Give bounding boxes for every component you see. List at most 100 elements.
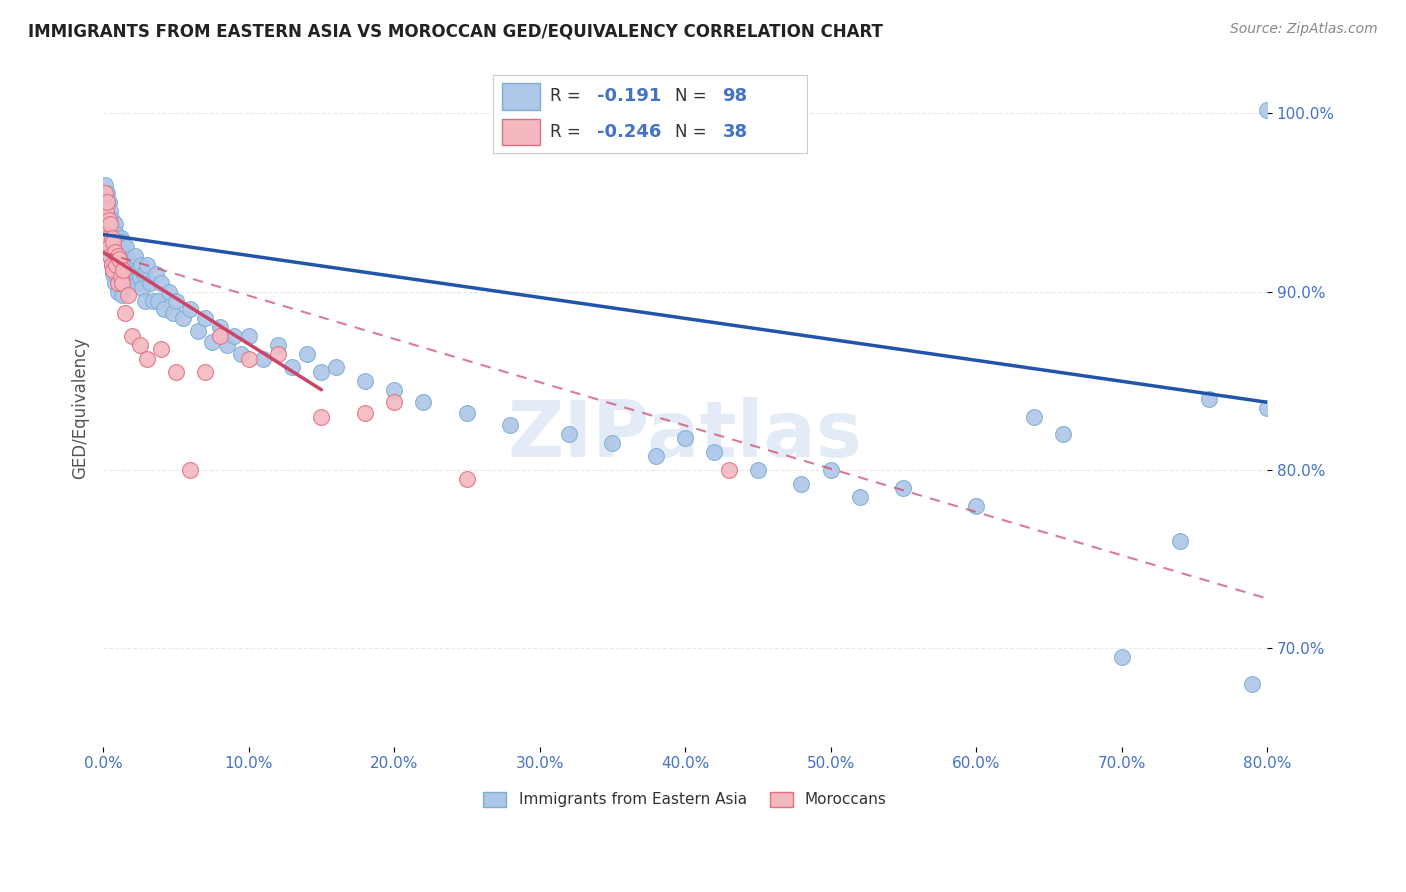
Point: [295, 347, 318, 361]
Point: [101, 258, 124, 272]
Point: [1111, 650, 1133, 665]
Point: [93, 186, 115, 201]
Point: [94, 213, 117, 227]
Point: [703, 445, 725, 459]
Point: [138, 276, 160, 290]
Point: [267, 338, 290, 352]
Point: [382, 395, 405, 409]
Point: [790, 477, 813, 491]
Point: [110, 231, 132, 245]
Point: [412, 395, 434, 409]
Point: [165, 365, 187, 379]
Point: [118, 263, 141, 277]
Point: [107, 235, 129, 249]
Point: [111, 288, 134, 302]
Point: [121, 258, 143, 272]
Point: [96, 231, 118, 245]
Point: [127, 263, 149, 277]
Point: [135, 258, 157, 272]
Point: [747, 463, 769, 477]
Point: [108, 252, 131, 267]
Point: [94, 222, 117, 236]
Point: [103, 222, 125, 236]
Point: [128, 338, 150, 352]
Point: [131, 281, 153, 295]
Point: [965, 499, 987, 513]
Point: [101, 231, 124, 245]
Point: [101, 231, 124, 245]
Point: [238, 329, 260, 343]
Point: [252, 352, 274, 367]
Point: [1256, 401, 1278, 415]
Point: [105, 258, 128, 272]
Point: [325, 359, 347, 374]
Text: IMMIGRANTS FROM EASTERN ASIA VS MOROCCAN GED/EQUIVALENCY CORRELATION CHART: IMMIGRANTS FROM EASTERN ASIA VS MOROCCAN…: [28, 22, 883, 40]
Point: [108, 267, 131, 281]
Point: [103, 235, 125, 249]
Point: [101, 213, 124, 227]
Point: [101, 258, 124, 272]
Point: [208, 329, 231, 343]
Point: [94, 204, 117, 219]
Point: [132, 267, 155, 281]
Point: [354, 374, 377, 388]
Point: [194, 365, 217, 379]
Point: [201, 334, 224, 349]
Point: [103, 240, 125, 254]
Point: [125, 276, 148, 290]
Point: [499, 418, 522, 433]
Point: [172, 311, 194, 326]
Y-axis label: GED/Equivalency: GED/Equivalency: [72, 336, 89, 479]
Point: [1256, 103, 1278, 117]
Point: [120, 276, 142, 290]
Point: [100, 249, 122, 263]
Point: [1168, 534, 1191, 549]
Point: [112, 267, 135, 281]
Point: [108, 240, 131, 254]
Point: [673, 431, 696, 445]
Point: [150, 276, 173, 290]
Point: [311, 409, 333, 424]
Point: [115, 267, 138, 281]
Point: [148, 293, 170, 308]
Point: [717, 463, 740, 477]
Point: [267, 347, 290, 361]
Point: [135, 352, 157, 367]
Point: [96, 222, 118, 236]
Text: Source: ZipAtlas.com: Source: ZipAtlas.com: [1230, 22, 1378, 37]
Point: [122, 270, 145, 285]
Point: [150, 342, 173, 356]
Point: [456, 406, 478, 420]
Point: [114, 276, 136, 290]
Point: [100, 204, 122, 219]
Point: [179, 302, 201, 317]
Point: [104, 276, 127, 290]
Point: [128, 270, 150, 285]
Point: [222, 329, 245, 343]
Point: [354, 406, 377, 420]
Point: [104, 249, 127, 263]
Point: [115, 240, 138, 254]
Point: [165, 293, 187, 308]
Point: [456, 472, 478, 486]
Point: [111, 276, 134, 290]
Point: [231, 347, 253, 361]
Point: [111, 263, 134, 277]
Point: [103, 267, 125, 281]
Text: ZIPatlas: ZIPatlas: [508, 397, 863, 473]
Point: [157, 285, 180, 299]
Point: [105, 258, 128, 272]
Point: [1052, 427, 1074, 442]
Point: [97, 240, 120, 254]
Point: [107, 276, 129, 290]
Point: [557, 427, 579, 442]
Legend: Immigrants from Eastern Asia, Moroccans: Immigrants from Eastern Asia, Moroccans: [478, 785, 893, 814]
Point: [129, 258, 152, 272]
Point: [145, 267, 167, 281]
Point: [112, 240, 135, 254]
Point: [96, 186, 118, 201]
Point: [112, 263, 135, 277]
Point: [153, 302, 176, 317]
Point: [96, 195, 118, 210]
Point: [121, 329, 143, 343]
